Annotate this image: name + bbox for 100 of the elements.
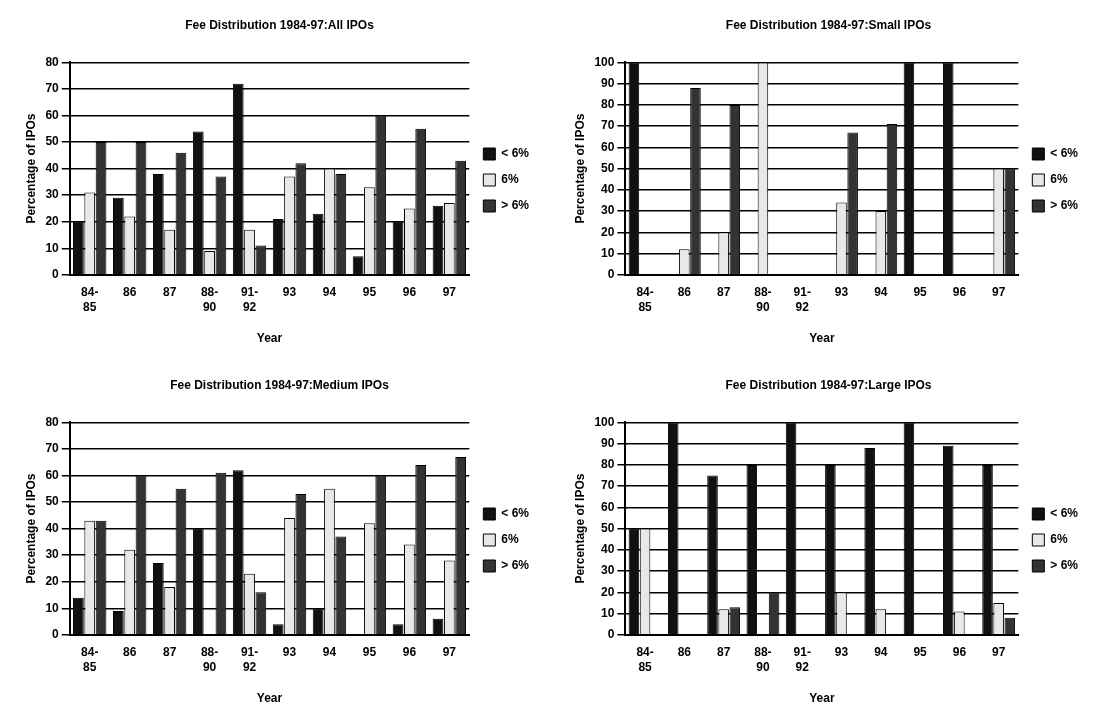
x-tick-label: 86: [123, 645, 137, 660]
x-tick-label: 87: [162, 285, 177, 300]
y-tick-label: 90: [601, 435, 615, 450]
legend-label: > 6%: [501, 198, 530, 213]
y-tick-label: 70: [601, 118, 615, 133]
legend-label: < 6%: [1050, 506, 1079, 521]
x-tick-label: 88-90: [754, 645, 772, 674]
x-tick-label: 97: [991, 645, 1006, 660]
x-tick-label: 96: [402, 285, 417, 300]
y-tick-label: 70: [601, 478, 615, 493]
x-tick-label: 87: [162, 645, 177, 660]
y-tick-label: 80: [45, 54, 60, 69]
y-tick-label: 70: [45, 81, 60, 96]
x-tick-label: 95: [362, 285, 377, 300]
y-axis-title: Percentage of IPOs: [572, 473, 587, 584]
y-tick-label: 20: [45, 214, 60, 229]
x-tick-label: 93: [282, 645, 297, 660]
y-tick-label: 40: [45, 520, 60, 535]
x-tick-label: 97: [991, 285, 1006, 300]
x-tick-label: 91-92: [793, 285, 811, 314]
y-tick-label: 80: [601, 97, 615, 112]
y-tick-label: 50: [601, 160, 615, 175]
x-axis-title: Year: [809, 691, 835, 706]
x-tick-label: 96: [952, 645, 967, 660]
chart-title: Fee Distribution 1984-97:All IPOs: [185, 17, 375, 32]
chart-title: Fee Distribution 1984-97:Small IPOs: [725, 17, 932, 32]
y-tick-label: 80: [45, 414, 60, 429]
chart-title: Fee Distribution 1984-97:Large IPOs: [725, 377, 932, 392]
y-tick-label: 20: [601, 224, 615, 239]
legend-label: > 6%: [1050, 198, 1079, 213]
x-tick-label: 86: [677, 645, 692, 660]
y-tick-label: 10: [601, 605, 615, 620]
x-tick-label: 91-92: [793, 645, 811, 674]
x-tick-label: 86: [677, 285, 692, 300]
x-tick-label: 88-90: [754, 285, 772, 314]
x-tick-label: 97: [442, 285, 457, 300]
x-tick-label: 93: [834, 285, 849, 300]
x-tick-label: 84-85: [636, 645, 654, 674]
legend-label: 6%: [501, 532, 519, 547]
x-tick-label: 84-85: [81, 645, 99, 674]
legend-label: > 6%: [501, 558, 530, 573]
x-tick-label: 93: [834, 645, 849, 660]
y-tick-label: 10: [601, 245, 615, 260]
y-tick-label: 100: [594, 414, 615, 429]
x-tick-label: 97: [442, 645, 457, 660]
x-axis-title: Year: [256, 691, 283, 706]
y-axis-title: Percentage of IPOs: [23, 473, 38, 584]
x-tick-label: 93: [282, 285, 297, 300]
y-tick-label: 60: [601, 139, 615, 154]
y-tick-label: 100: [594, 54, 615, 69]
x-tick-label: 88-90: [200, 285, 219, 314]
legend-label: 6%: [501, 172, 519, 187]
y-tick-label: 30: [601, 203, 615, 218]
x-tick-label: 86: [123, 285, 137, 300]
x-tick-label: 96: [952, 285, 967, 300]
x-tick-label: 87: [716, 285, 731, 300]
x-tick-label: 84-85: [81, 285, 99, 314]
y-tick-label: 90: [601, 75, 615, 90]
x-tick-label: 88-90: [200, 645, 219, 674]
y-tick-label: 20: [45, 574, 60, 589]
y-tick-label: 30: [601, 563, 615, 578]
y-tick-label: 70: [45, 441, 60, 456]
legend-label: < 6%: [501, 506, 530, 521]
legend-label: < 6%: [501, 146, 530, 161]
y-tick-label: 30: [45, 187, 60, 202]
x-tick-label: 95: [913, 645, 928, 660]
y-tick-label: 40: [601, 182, 615, 197]
x-tick-label: 96: [402, 645, 417, 660]
y-tick-label: 40: [45, 160, 60, 175]
y-tick-label: 10: [45, 240, 60, 255]
y-tick-label: 50: [45, 494, 60, 509]
legend-label: 6%: [1050, 172, 1068, 187]
x-tick-label: 91-92: [240, 645, 259, 674]
x-tick-label: 84-85: [636, 285, 654, 314]
x-tick-label: 94: [322, 645, 337, 660]
chart-title: Fee Distribution 1984-97:Medium IPOs: [170, 377, 390, 392]
y-tick-label: 0: [607, 267, 615, 282]
y-tick-label: 50: [45, 134, 60, 149]
y-tick-label: 60: [45, 467, 60, 482]
y-tick-label: 60: [45, 107, 60, 122]
y-tick-label: 50: [601, 520, 615, 535]
x-axis-title: Year: [809, 331, 835, 346]
y-tick-label: 80: [601, 457, 615, 472]
y-axis-title: Percentage of IPOs: [23, 113, 38, 224]
legend-label: 6%: [1050, 532, 1068, 547]
y-axis-title: Percentage of IPOs: [572, 113, 587, 224]
legend-label: > 6%: [1050, 558, 1079, 573]
y-tick-label: 60: [601, 499, 615, 514]
y-tick-label: 40: [601, 542, 615, 557]
x-tick-label: 87: [716, 645, 731, 660]
x-tick-label: 94: [874, 645, 888, 660]
legend-label: < 6%: [1050, 146, 1079, 161]
y-tick-label: 30: [45, 547, 60, 562]
x-tick-label: 95: [362, 645, 377, 660]
x-tick-label: 91-92: [240, 285, 259, 314]
y-tick-label: 0: [52, 267, 60, 282]
y-tick-label: 10: [45, 600, 60, 615]
y-tick-label: 20: [601, 584, 615, 599]
y-tick-label: 0: [52, 627, 60, 642]
y-tick-label: 0: [607, 627, 615, 642]
